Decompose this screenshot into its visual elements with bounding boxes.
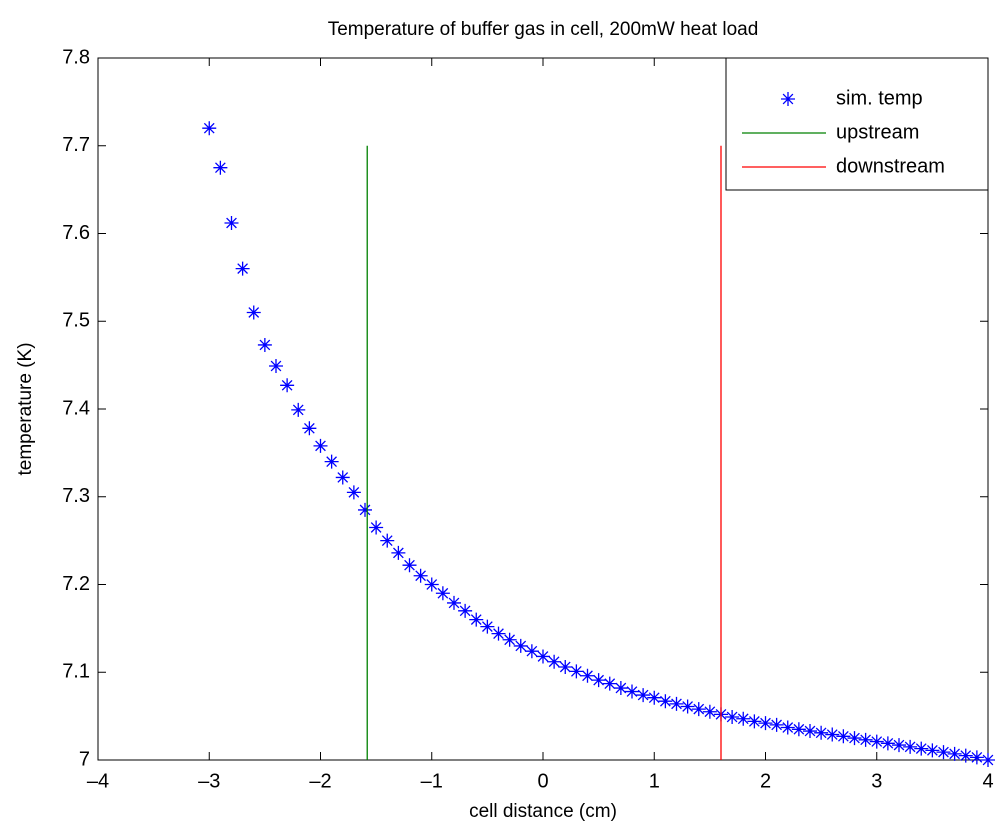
data-point — [280, 378, 295, 393]
data-point — [235, 261, 250, 276]
y-tick-label: 7.2 — [62, 573, 90, 595]
data-point — [602, 676, 617, 691]
data-point — [524, 644, 539, 659]
data-point — [625, 684, 639, 699]
y-tick-label: 7.6 — [62, 222, 90, 244]
x-tick-label: –2 — [309, 770, 331, 792]
legend-label: downstream — [836, 155, 945, 177]
data-point — [491, 626, 506, 641]
data-point — [547, 654, 562, 669]
data-point — [369, 520, 384, 535]
data-point — [213, 160, 228, 175]
data-point — [346, 485, 361, 500]
data-point — [803, 724, 817, 739]
data-point — [892, 738, 906, 753]
data-point — [725, 710, 740, 725]
data-point — [858, 732, 873, 747]
data-point — [925, 743, 940, 758]
data-point — [469, 612, 484, 627]
data-point — [435, 586, 450, 601]
data-point — [269, 359, 283, 374]
x-tick-label: –4 — [87, 770, 109, 792]
x-tick-label: –3 — [198, 770, 220, 792]
chart-title: Temperature of buffer gas in cell, 200mW… — [328, 19, 759, 40]
data-point — [402, 558, 417, 573]
data-point — [447, 595, 461, 610]
data-point — [825, 727, 840, 742]
data-point — [936, 745, 951, 760]
data-point — [580, 668, 595, 683]
y-tick-label: 7.4 — [62, 397, 90, 419]
y-tick-label: 7.5 — [62, 310, 90, 332]
legend-label: sim. temp — [836, 87, 923, 109]
x-tick-label: –1 — [421, 770, 443, 792]
data-point — [424, 577, 439, 592]
data-point — [680, 699, 695, 714]
data-point — [658, 694, 673, 709]
data-point — [224, 215, 239, 230]
data-point — [903, 739, 918, 754]
x-tick-label: 0 — [537, 770, 548, 792]
data-point — [569, 664, 584, 679]
data-point — [313, 438, 328, 453]
legend-marker — [781, 92, 795, 106]
data-point — [391, 545, 406, 560]
legend-label: upstream — [836, 121, 919, 143]
data-point — [413, 568, 428, 583]
data-point — [969, 750, 984, 765]
data-point — [758, 716, 773, 731]
data-point — [947, 746, 962, 761]
data-point — [335, 470, 350, 485]
data-point — [302, 421, 317, 436]
data-point — [736, 711, 751, 726]
data-point — [669, 696, 684, 711]
data-point — [591, 673, 606, 688]
y-tick-label: 7.1 — [62, 661, 90, 683]
data-point — [636, 688, 651, 703]
x-tick-label: 4 — [982, 770, 993, 792]
data-point — [380, 533, 395, 548]
x-tick-label: 3 — [871, 770, 882, 792]
data-point — [791, 722, 806, 737]
data-point — [202, 121, 217, 136]
x-axis-label: cell distance (cm) — [469, 801, 617, 822]
data-point — [814, 725, 829, 740]
y-axis-label: temperature (K) — [15, 342, 36, 475]
data-point — [246, 305, 261, 320]
y-tick-label: 7.3 — [62, 485, 90, 507]
y-tick-label: 7 — [79, 748, 90, 770]
x-tick-label: 2 — [760, 770, 771, 792]
data-point — [480, 619, 495, 634]
data-point — [869, 734, 884, 749]
data-point — [847, 731, 862, 746]
data-point — [358, 502, 372, 517]
y-tick-label: 7.8 — [62, 46, 90, 68]
data-point — [647, 690, 662, 705]
data-point — [291, 402, 306, 417]
data-point — [324, 454, 339, 469]
data-point — [536, 649, 550, 664]
data-point — [613, 681, 628, 696]
legend — [725, 57, 989, 191]
data-point — [747, 714, 762, 729]
data-point — [502, 632, 517, 647]
data-point — [257, 337, 272, 352]
data-point — [780, 720, 795, 735]
data-point — [958, 748, 973, 763]
data-point — [458, 603, 473, 618]
data-point — [702, 704, 717, 719]
data-point — [513, 638, 528, 653]
data-point — [880, 736, 895, 751]
data-point — [914, 741, 929, 756]
y-tick-label: 7.7 — [62, 134, 90, 156]
data-point — [836, 729, 851, 744]
x-tick-label: 1 — [649, 770, 660, 792]
data-point — [769, 717, 784, 732]
data-point — [558, 659, 573, 674]
data-point — [691, 702, 706, 717]
data-point — [981, 753, 995, 767]
